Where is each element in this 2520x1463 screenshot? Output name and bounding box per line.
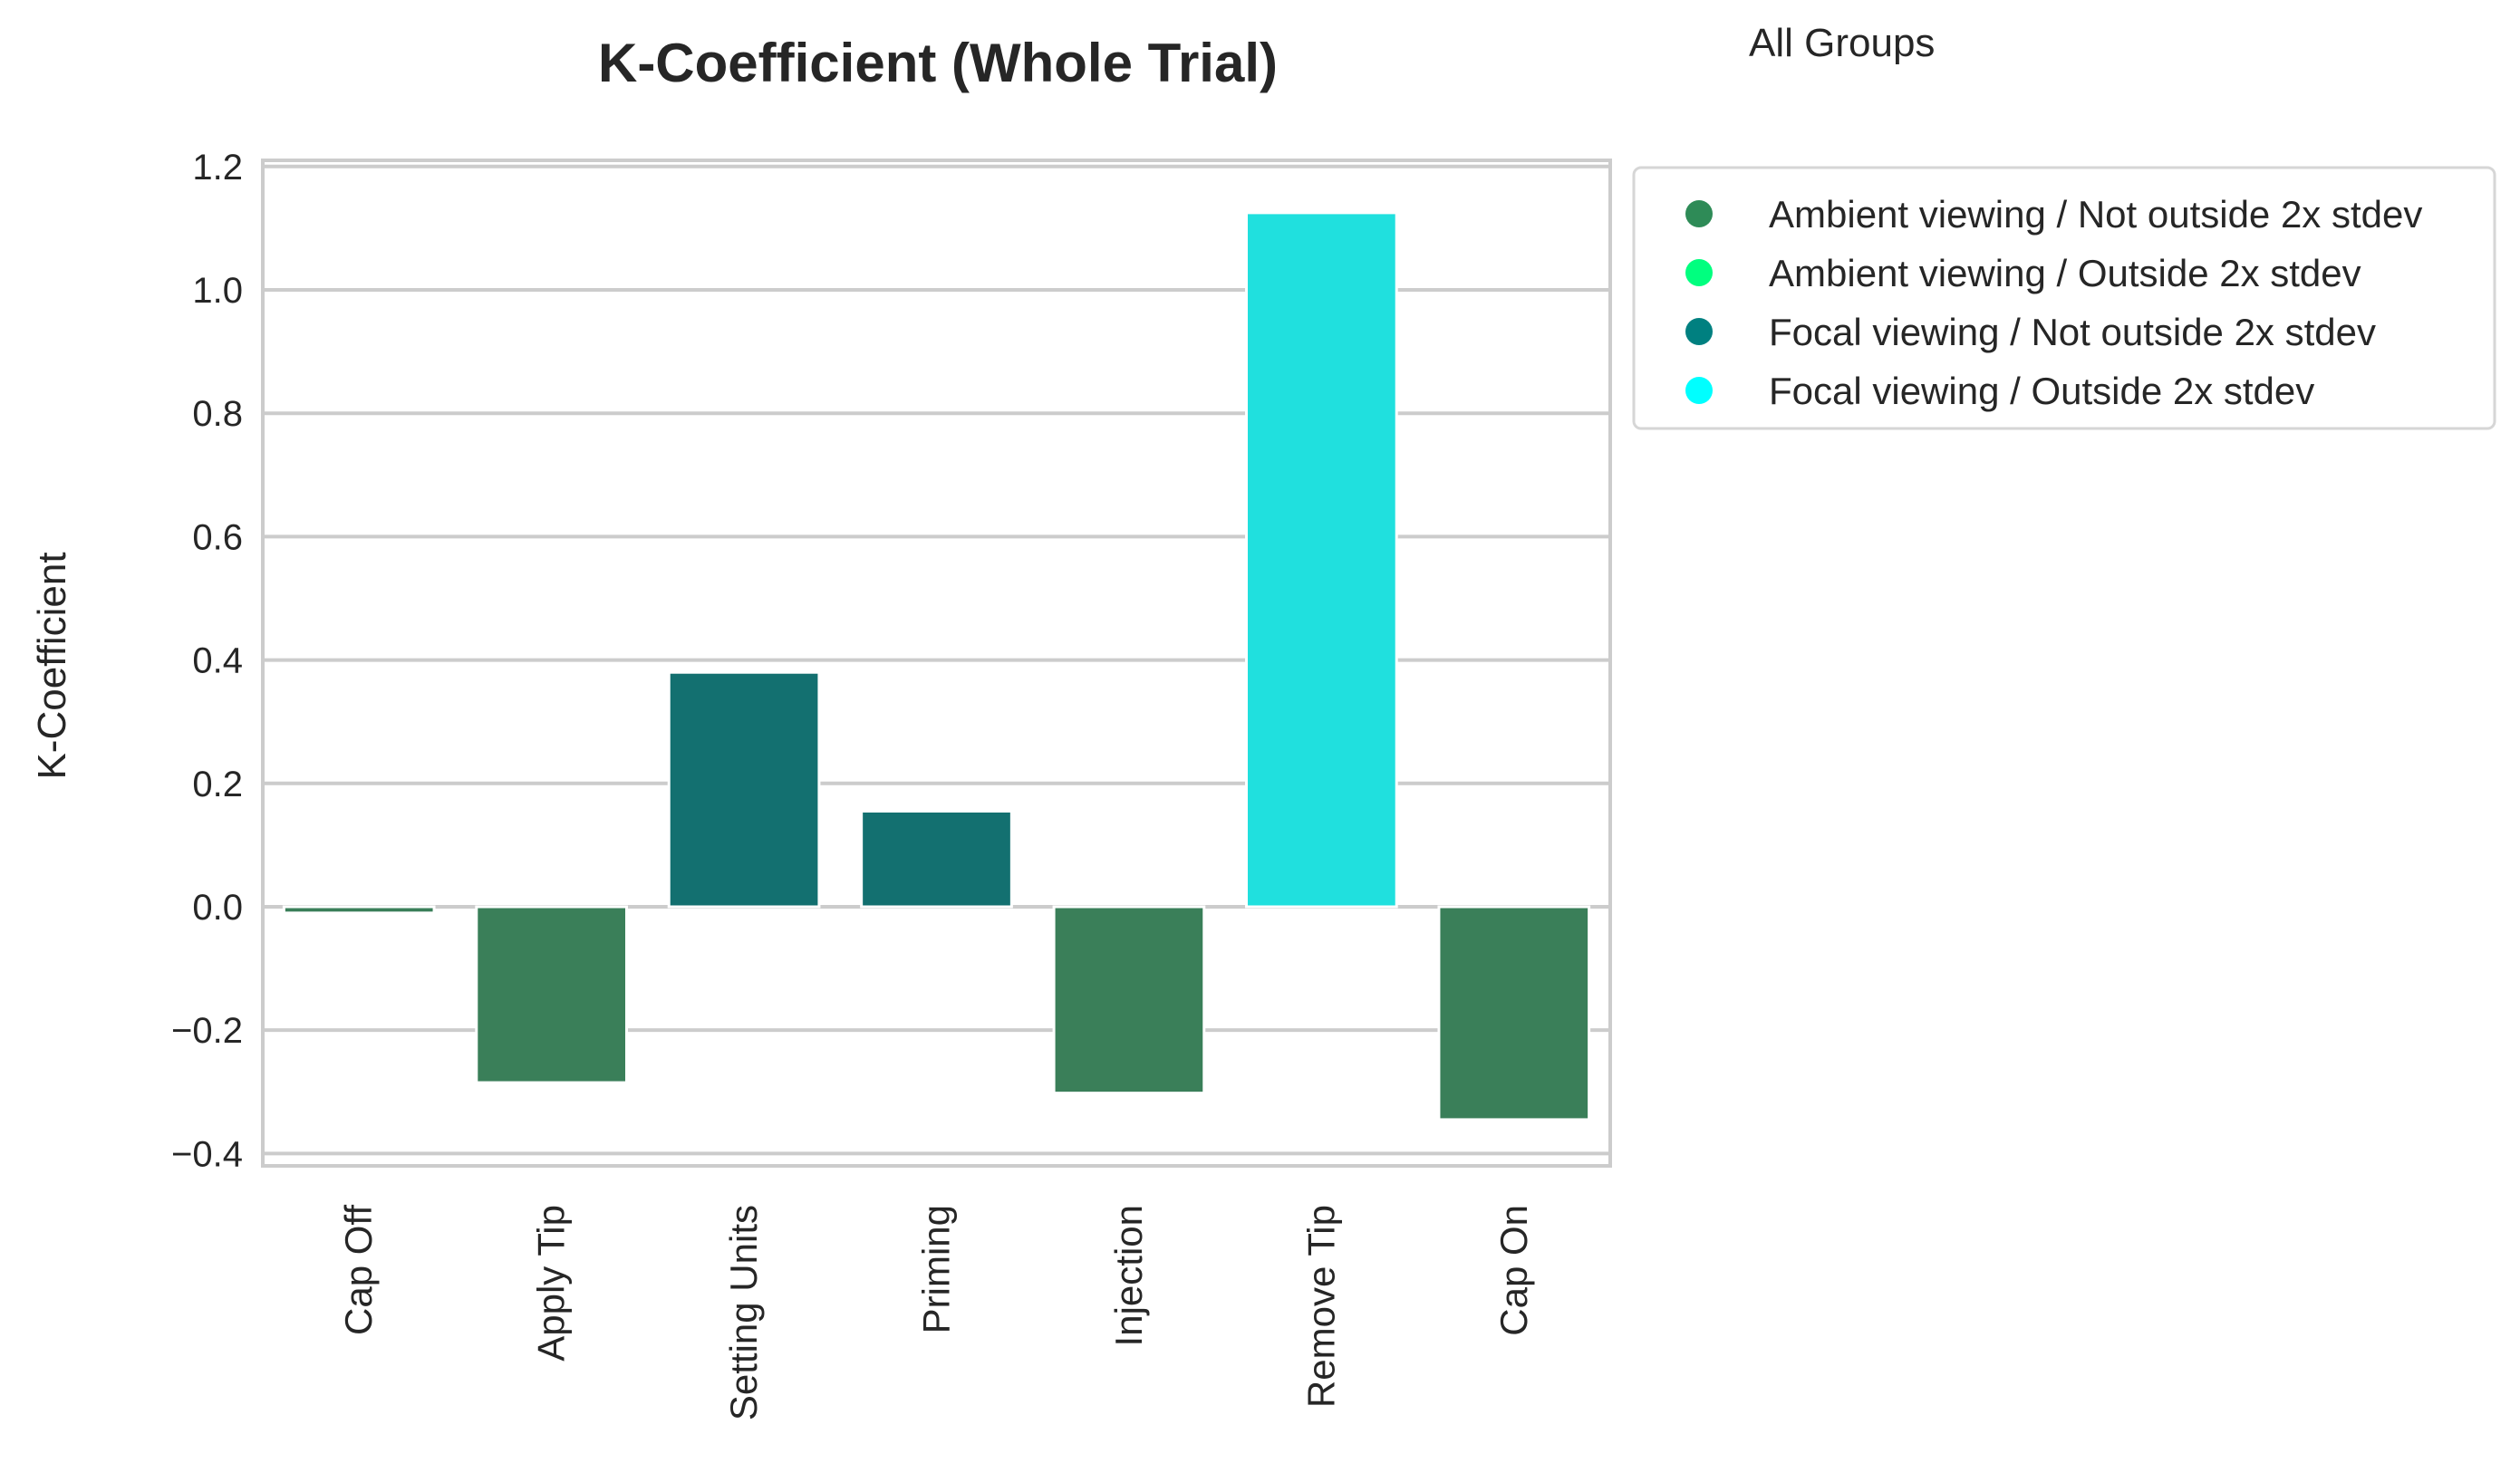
x-tick-label: Apply Tip bbox=[530, 1205, 573, 1362]
x-tick-label: Injection bbox=[1107, 1205, 1150, 1346]
bars bbox=[282, 211, 1591, 1121]
y-tick-label: 0.4 bbox=[192, 641, 243, 681]
chart-title: K-Coefficient (Whole Trial) bbox=[598, 33, 1278, 93]
y-tick-label: 0.0 bbox=[192, 888, 243, 928]
plot-frame bbox=[261, 159, 1612, 1168]
y-axis-label: K-Coefficient bbox=[30, 552, 74, 779]
y-tick-label: 1.2 bbox=[192, 148, 243, 188]
legend-box bbox=[1632, 166, 2496, 430]
chart-subtitle: All Groups bbox=[1749, 21, 1935, 65]
bar-priming bbox=[860, 809, 1013, 909]
x-tick-labels: Cap Off Apply Tip Setting Units Priming Inje… bbox=[337, 1205, 1535, 1420]
x-tick-label: Remove Tip bbox=[1299, 1205, 1342, 1408]
y-tick-label: 0.6 bbox=[192, 517, 243, 557]
x-tick-label: Setting Units bbox=[722, 1205, 765, 1420]
x-tick-label: Cap Off bbox=[337, 1205, 380, 1335]
legend-marker bbox=[1685, 200, 1713, 227]
y-tick-labels: −0.4 −0.2 0.0 0.2 0.4 0.6 0.8 1.0 1.2 bbox=[171, 148, 243, 1175]
bar-cap-off bbox=[282, 905, 436, 915]
legend: Ambient viewing / Not outside 2x stdev Am… bbox=[1632, 166, 2496, 430]
legend-label: Ambient viewing / Not outside 2x stdev bbox=[1769, 193, 2422, 236]
bar-setting-units bbox=[667, 670, 821, 909]
grid-lines bbox=[263, 164, 1610, 1156]
y-tick-label: 1.0 bbox=[192, 271, 243, 311]
legend-label: Focal viewing / Outside 2x stdev bbox=[1769, 370, 2314, 412]
legend-marker bbox=[1685, 259, 1713, 286]
legend-label: Ambient viewing / Outside 2x stdev bbox=[1769, 252, 2361, 294]
x-tick-label: Cap On bbox=[1492, 1205, 1535, 1336]
x-tick-label: Priming bbox=[915, 1205, 958, 1333]
legend-marker bbox=[1685, 377, 1713, 404]
y-tick-label: −0.4 bbox=[171, 1134, 243, 1174]
legend-marker bbox=[1685, 318, 1713, 345]
bar-cap-on bbox=[1437, 905, 1591, 1121]
bar-remove-tip bbox=[1245, 211, 1398, 909]
y-tick-label: 0.8 bbox=[192, 394, 243, 434]
bar-apply-tip bbox=[475, 905, 628, 1084]
legend-label: Focal viewing / Not outside 2x stdev bbox=[1769, 311, 2376, 353]
y-tick-label: 0.2 bbox=[192, 765, 243, 804]
y-tick-label: −0.2 bbox=[171, 1011, 243, 1051]
bar-injection bbox=[1052, 905, 1206, 1095]
